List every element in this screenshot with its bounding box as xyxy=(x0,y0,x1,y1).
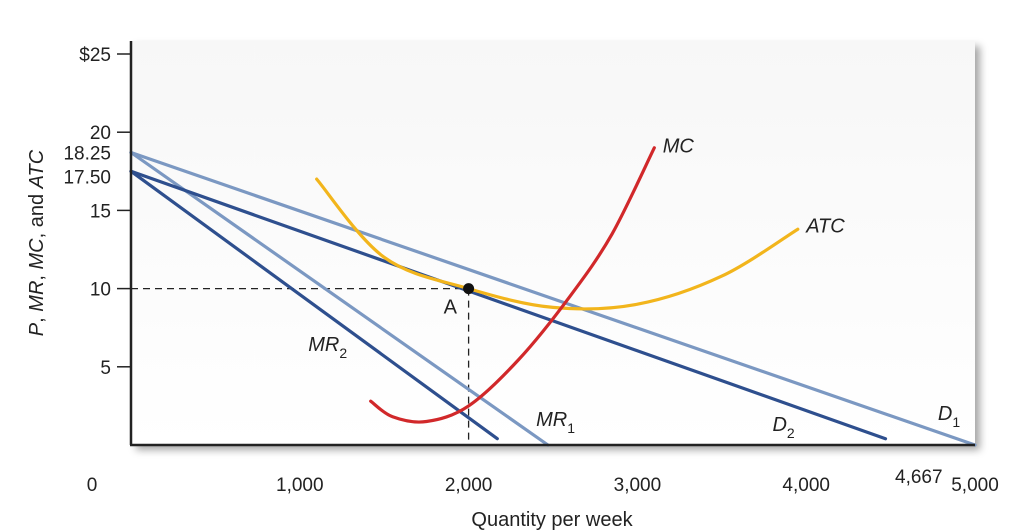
series-mr2-line xyxy=(129,169,499,441)
series-atc-label: ATC xyxy=(805,215,845,237)
series-d1-line xyxy=(129,150,977,447)
y-tick-label: 20 xyxy=(90,123,111,144)
y-tick-label: 5 xyxy=(100,358,111,379)
origin-label: 0 xyxy=(87,475,98,496)
x-tick-label: 5,000 xyxy=(951,475,999,496)
series-atc-line xyxy=(315,177,800,311)
x-tick-label: 2,000 xyxy=(445,475,493,496)
series-d2-line xyxy=(129,169,888,441)
x-axis-title: Quantity per week xyxy=(471,509,633,531)
series-mr1-line xyxy=(129,150,550,447)
x-tick-label: 4,000 xyxy=(782,475,830,496)
y-axis-title: P, MR, MC, and ATC xyxy=(26,149,48,336)
point-a-label: A xyxy=(444,297,458,319)
y-tick-label: 17.50 xyxy=(63,167,111,188)
series-d2-label: D2 xyxy=(772,414,794,441)
y-tick-label: 10 xyxy=(90,280,111,301)
point-a-marker xyxy=(463,283,475,295)
series-mr1-label: MR1 xyxy=(536,409,575,436)
plot-area-panel xyxy=(131,41,975,445)
y-tick-label: 15 xyxy=(90,201,111,222)
x-tick-label: 4,667 xyxy=(895,467,943,488)
series-d1-label: D1 xyxy=(938,403,960,430)
x-tick-label: 1,000 xyxy=(276,475,324,496)
y-tick-label: $25 xyxy=(79,45,111,66)
x-tick-label: 3,000 xyxy=(614,475,662,496)
y-tick-label: 18.25 xyxy=(63,144,111,165)
series-mr2-label: MR2 xyxy=(308,334,347,361)
series-mc-label: MC xyxy=(663,136,695,158)
series-mc-line xyxy=(369,146,656,424)
